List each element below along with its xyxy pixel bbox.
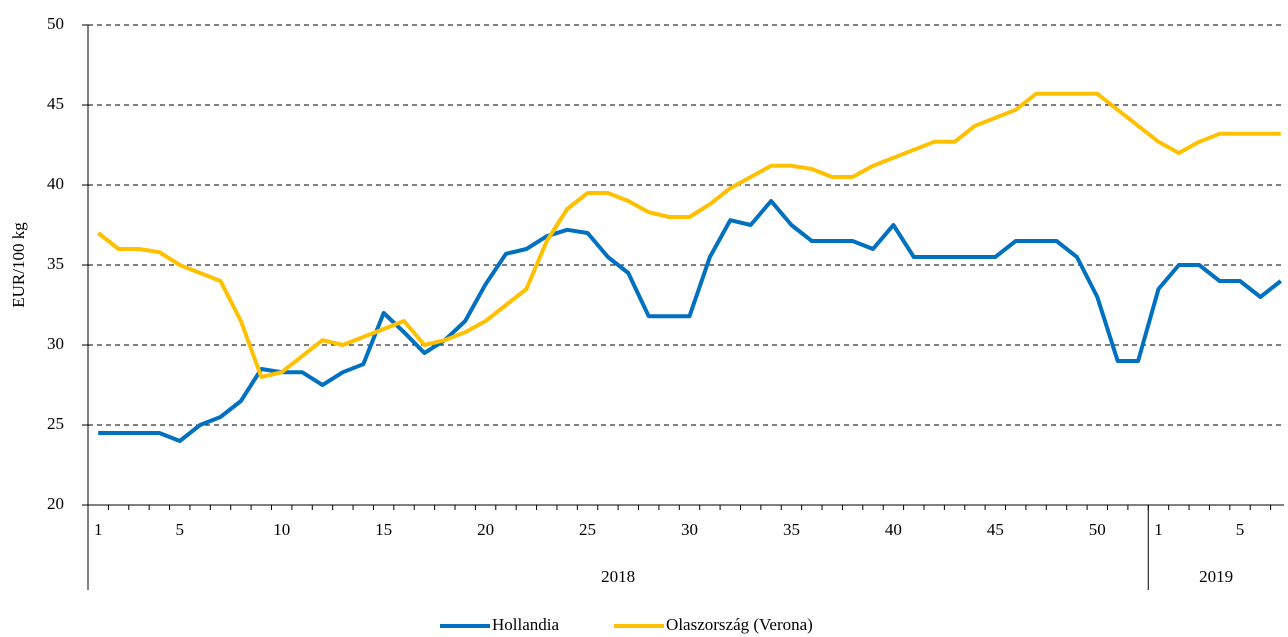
legend-label: Hollandia [492, 615, 559, 634]
line-series [98, 199, 1283, 443]
x-tick-label: 30 [681, 520, 698, 539]
y-axis-label: EUR/100 kg [9, 222, 28, 308]
line-series [96, 91, 1281, 379]
y-tick-label: 35 [47, 254, 64, 273]
y-tick-label: 40 [47, 174, 64, 193]
x-tick-label: 45 [987, 520, 1004, 539]
group-label: 2018 [601, 567, 635, 586]
legend-label: Olaszország (Verona) [666, 615, 813, 634]
x-tick-label: 40 [885, 520, 902, 539]
x-tick-label: 20 [477, 520, 494, 539]
y-tick-label: 20 [47, 494, 64, 513]
x-tick-label: 5 [1236, 520, 1245, 539]
x-tick-label: 10 [273, 520, 290, 539]
y-tick-label: 30 [47, 334, 64, 353]
x-tick-label: 1 [1154, 520, 1163, 539]
x-tick-label: 5 [176, 520, 185, 539]
y-tick-label: 50 [47, 14, 64, 33]
y-tick-label: 25 [47, 414, 64, 433]
x-tick-label: 1 [94, 520, 103, 539]
x-tick-label: 25 [579, 520, 596, 539]
x-tick-label: 35 [783, 520, 800, 539]
x-tick-label: 50 [1089, 520, 1106, 539]
group-label: 2019 [1199, 567, 1233, 586]
x-tick-label: 15 [375, 520, 392, 539]
y-tick-label: 45 [47, 94, 64, 113]
